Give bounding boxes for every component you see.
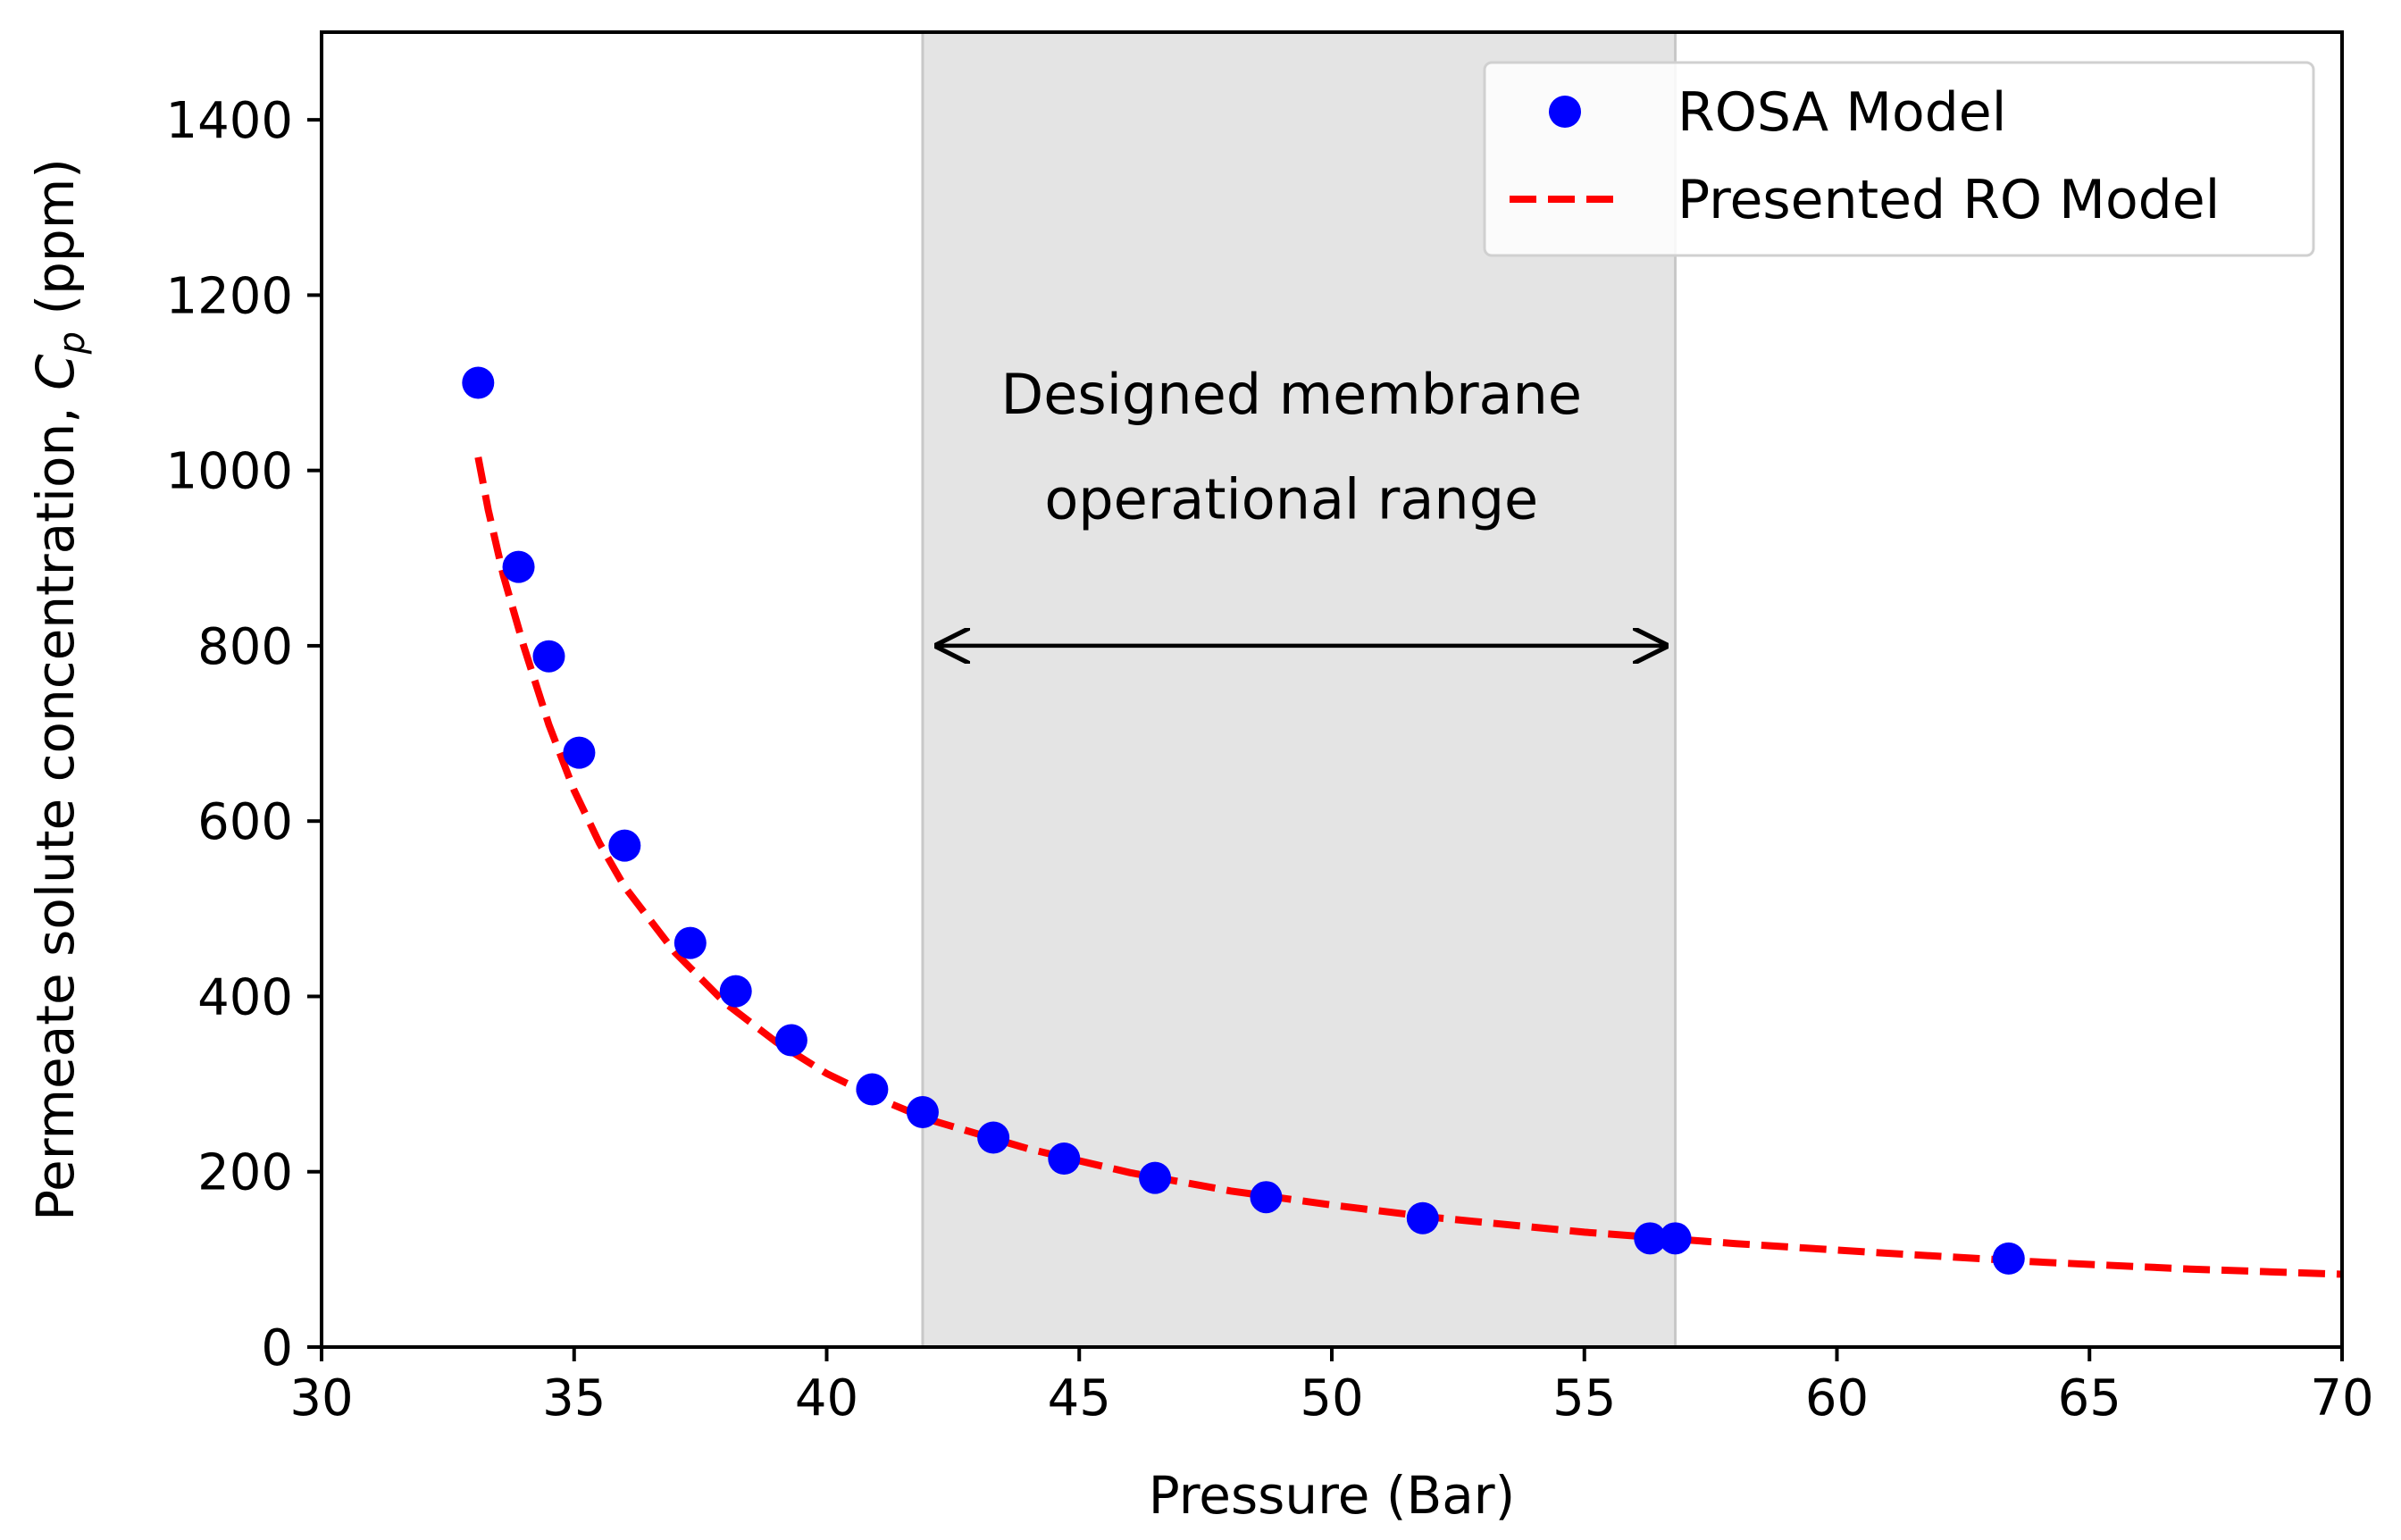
- rosa-data-point: [774, 1024, 807, 1057]
- y-axis-label-symbol: C: [25, 354, 86, 390]
- y-axis-label-prefix: Permeate solute concentration,: [25, 390, 86, 1221]
- x-tick-label: 65: [2058, 1369, 2121, 1427]
- x-tick-label: 60: [1805, 1369, 1869, 1427]
- legend-marker-rosa-model: [1549, 96, 1581, 128]
- rosa-data-point: [502, 550, 535, 583]
- y-tick-label: 200: [197, 1144, 293, 1202]
- annotation-text-line: operational range: [1044, 467, 1538, 532]
- y-tick-label: 400: [197, 968, 293, 1026]
- x-tick-label: 35: [542, 1369, 606, 1427]
- rosa-data-point: [673, 926, 707, 959]
- x-tick-label: 30: [289, 1369, 353, 1427]
- x-tick-label: 70: [2310, 1369, 2373, 1427]
- rosa-data-point: [563, 736, 596, 769]
- annotation-text-line: Designed membrane: [1001, 362, 1583, 427]
- y-tick-label: 600: [197, 793, 293, 851]
- x-axis-label: Pressure (Bar): [1149, 1465, 1516, 1526]
- rosa-data-point: [1406, 1201, 1439, 1235]
- x-tick-label: 45: [1048, 1369, 1111, 1427]
- rosa-data-point: [1250, 1181, 1283, 1214]
- legend-label-rosa-model: ROSA Model: [1677, 81, 2006, 144]
- rosa-data-point: [1659, 1222, 1692, 1255]
- rosa-data-point: [719, 975, 752, 1008]
- rosa-data-point: [608, 829, 641, 862]
- rosa-data-point: [906, 1096, 939, 1129]
- legend-label-presented-ro-model: Presented RO Model: [1677, 169, 2220, 231]
- y-tick-label: 0: [261, 1319, 293, 1377]
- rosa-data-point: [1634, 1222, 1667, 1255]
- y-axis-label-suffix: (ppm): [25, 158, 86, 331]
- y-tick-label: 1400: [165, 92, 293, 150]
- x-tick-label: 50: [1300, 1369, 1363, 1427]
- rosa-data-point: [1139, 1161, 1172, 1194]
- y-axis-label-subscript: p: [52, 331, 93, 355]
- y-axis-label: Permeate solute concentration, Cp (ppm): [25, 158, 93, 1221]
- rosa-data-point: [1992, 1242, 2025, 1275]
- legend-box: [1483, 61, 2315, 257]
- rosa-data-point: [977, 1121, 1010, 1154]
- rosa-data-point: [856, 1073, 889, 1106]
- rosa-data-point: [462, 366, 495, 399]
- y-tick-label: 1000: [165, 443, 293, 501]
- y-tick-label: 800: [197, 618, 293, 676]
- rosa-data-point: [1048, 1142, 1081, 1176]
- y-tick-label: 1200: [165, 267, 293, 325]
- x-tick-label: 55: [1552, 1369, 1616, 1427]
- x-tick-label: 40: [795, 1369, 858, 1427]
- rosa-data-point: [532, 640, 565, 673]
